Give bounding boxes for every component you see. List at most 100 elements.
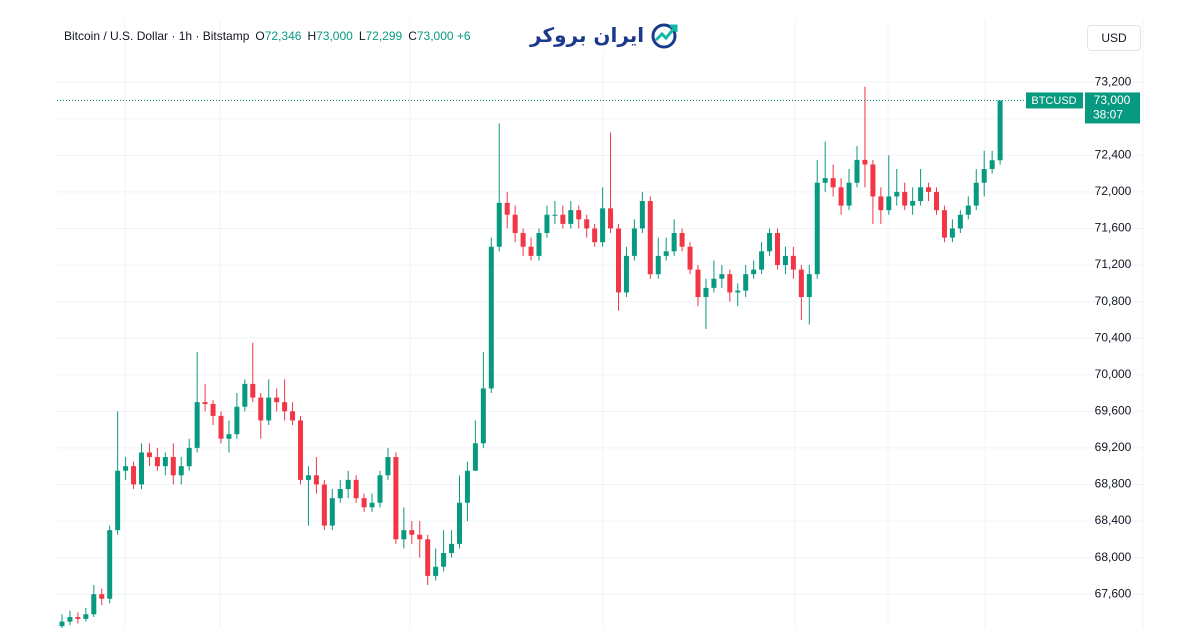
candle-body xyxy=(425,539,431,576)
candle-body xyxy=(274,397,280,403)
candle-body xyxy=(337,489,343,499)
candle-body xyxy=(298,420,303,480)
candle-body xyxy=(67,617,73,622)
candle-body xyxy=(234,406,240,435)
countdown-text: 38:07 xyxy=(1093,108,1123,122)
candle-body xyxy=(385,457,391,476)
candle-body xyxy=(258,397,264,421)
candle-body xyxy=(250,383,256,398)
candle-body xyxy=(862,159,868,165)
candle-body xyxy=(751,269,757,275)
candle-body xyxy=(433,566,439,576)
candle-body xyxy=(965,205,971,215)
candle-body xyxy=(282,402,288,412)
candle-body xyxy=(329,498,335,526)
legend-bar: Bitcoin / U.S. Dollar · 1h · Bitstamp O72… xyxy=(64,29,471,43)
candle-body xyxy=(838,187,844,206)
candle-body xyxy=(711,278,717,288)
candle-body xyxy=(544,214,550,234)
candle-body xyxy=(894,191,900,197)
y-tick-label: 69,600 xyxy=(1095,403,1132,417)
ohlc-key: C xyxy=(408,29,417,43)
candle-body xyxy=(584,219,590,229)
candle-body xyxy=(480,388,486,444)
candle-body xyxy=(854,159,860,183)
candle-body xyxy=(266,397,272,421)
candle-body xyxy=(417,534,423,540)
candle-body xyxy=(464,470,470,503)
candle-body xyxy=(949,228,955,238)
candle-body xyxy=(695,269,701,298)
symbol-tag xyxy=(1026,92,1083,109)
candle-body xyxy=(878,196,884,211)
candle-body xyxy=(782,255,788,266)
candle-body xyxy=(743,274,749,291)
candle-body xyxy=(146,452,152,458)
candle-body xyxy=(806,274,812,298)
candle-body xyxy=(242,383,248,407)
ohlc-value: 73,000 xyxy=(416,29,454,43)
candle-body xyxy=(528,246,534,256)
candle-body xyxy=(981,169,987,183)
candle-body xyxy=(170,457,176,476)
candle-body xyxy=(727,274,733,293)
candle-body xyxy=(926,187,932,192)
y-tick-label: 73,200 xyxy=(1095,74,1132,88)
candle-body xyxy=(186,447,192,467)
y-tick-label: 71,600 xyxy=(1095,221,1132,235)
candle-body xyxy=(361,498,367,508)
candle-body xyxy=(902,191,908,206)
symbol-title: Bitcoin / U.S. Dollar · 1h · Bitstamp xyxy=(64,29,250,43)
candle-body xyxy=(520,233,526,247)
candle-body xyxy=(910,201,916,206)
y-tick-label: 72,400 xyxy=(1095,147,1132,161)
candle-body xyxy=(393,457,399,540)
y-tick-label: 70,400 xyxy=(1095,330,1132,344)
candle-body xyxy=(59,621,65,627)
candle-body xyxy=(496,202,502,247)
candle-body xyxy=(989,160,995,170)
candle-body xyxy=(305,475,311,480)
y-tick-label: 70,000 xyxy=(1095,367,1132,381)
ohlc-key: L xyxy=(358,29,366,43)
candle-body xyxy=(210,404,216,416)
candle-body xyxy=(409,530,415,535)
price-tag-text: 73,000 xyxy=(1094,93,1131,107)
candle-body xyxy=(655,255,661,275)
candle-body xyxy=(918,187,924,202)
candle-body xyxy=(767,233,773,252)
candle-body xyxy=(83,614,89,619)
ohlc-value: 72,346 xyxy=(264,29,302,43)
ohlc-value: 73,000 xyxy=(316,29,353,43)
candle-body xyxy=(568,210,574,224)
ohlc-key: H xyxy=(307,29,317,43)
y-tick-label: 71,200 xyxy=(1095,257,1132,271)
candle-body xyxy=(846,182,852,206)
candle-body xyxy=(107,530,113,599)
y-tick-label: 68,800 xyxy=(1095,477,1132,491)
candle-body xyxy=(775,233,780,266)
candle-body xyxy=(973,182,979,206)
candle-body xyxy=(131,466,137,485)
candle-body xyxy=(202,402,208,404)
candle-body xyxy=(226,434,232,439)
candle-body xyxy=(719,274,725,279)
candle-body xyxy=(123,466,129,471)
candle-body xyxy=(663,251,669,256)
candle-body xyxy=(687,246,693,270)
candle-body xyxy=(154,457,160,467)
candle-body xyxy=(504,202,510,215)
ohlc-value: 72,299 xyxy=(365,29,403,43)
candle-body xyxy=(798,269,804,298)
symbol-tag-text: BTCUSD xyxy=(1031,95,1076,107)
candle-body xyxy=(139,452,144,485)
candle-body xyxy=(592,228,598,243)
ohlc-key: O xyxy=(255,29,265,43)
y-tick-label: 70,800 xyxy=(1095,294,1132,308)
candle-body xyxy=(512,214,518,234)
candle-body xyxy=(576,210,582,220)
currency-button[interactable]: USD xyxy=(1087,25,1141,51)
candle-body xyxy=(735,290,741,293)
candle-body xyxy=(218,415,224,439)
